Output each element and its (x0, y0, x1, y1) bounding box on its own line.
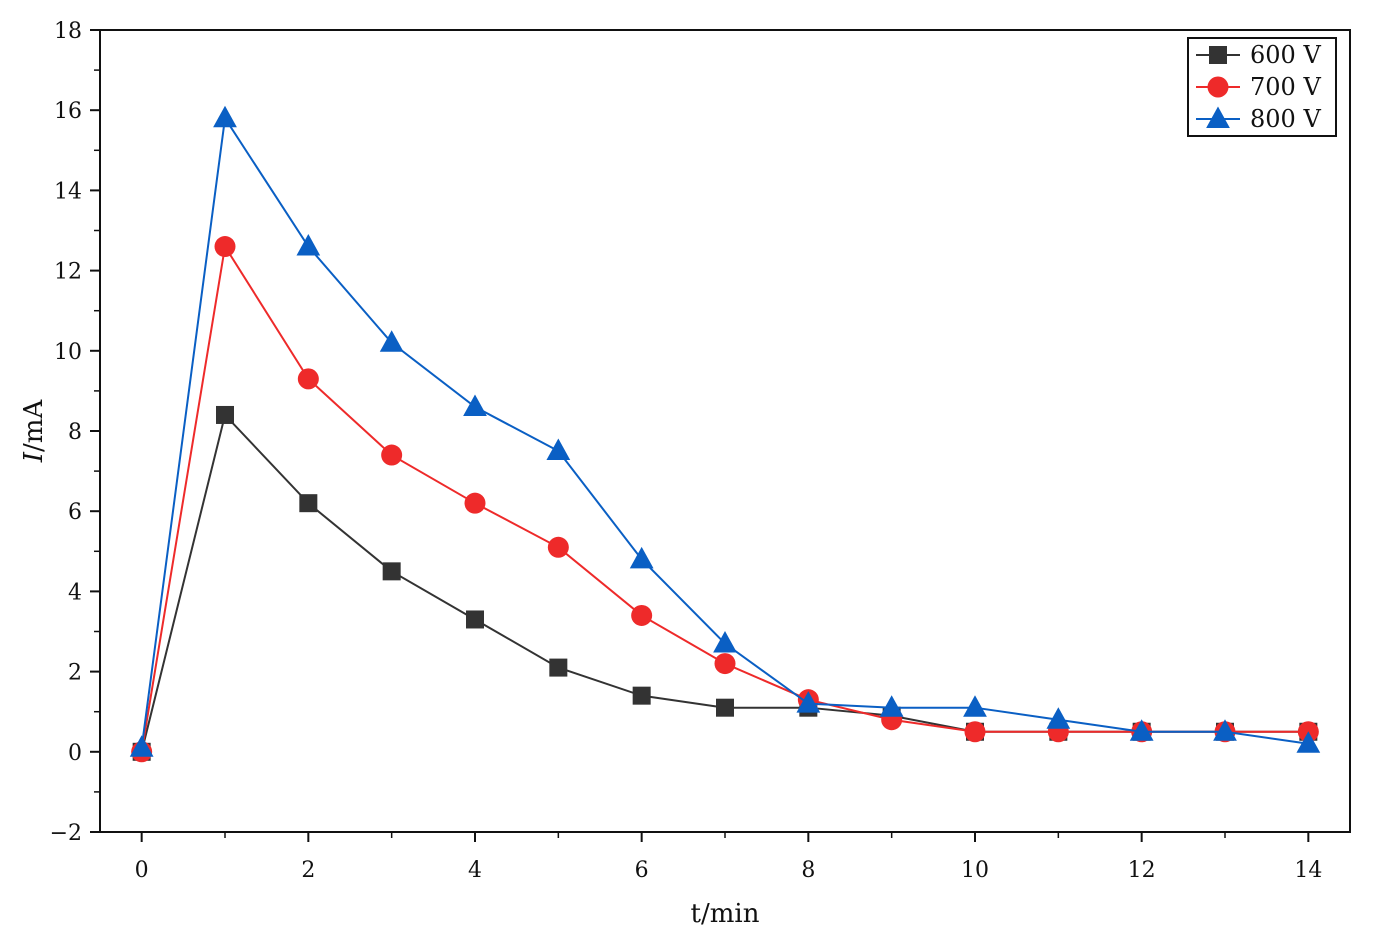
data-point (296, 234, 321, 256)
data-point (546, 438, 571, 461)
data-point (1213, 719, 1237, 741)
x-tick-label: 4 (468, 858, 482, 883)
y-axis-title: I/mA (19, 399, 49, 464)
data-point (1129, 719, 1154, 741)
legend-marker (1206, 106, 1230, 128)
data-point (879, 695, 904, 717)
y-tick-label: 16 (54, 99, 82, 124)
data-point (547, 536, 569, 558)
y-axis-title-unit: /mA (19, 399, 49, 452)
legend-label: 800 V (1250, 105, 1321, 133)
data-point (129, 735, 154, 757)
data-point (299, 494, 318, 513)
x-tick-label: 0 (135, 858, 149, 883)
data-point (216, 405, 234, 424)
data-point (463, 394, 487, 416)
x-axis: 0 2 4 6 8 10 12 14 (135, 832, 1322, 883)
data-point (631, 604, 653, 626)
data-point (963, 695, 987, 717)
y-axis-title-symbol: I (19, 451, 49, 463)
x-tick-label: 14 (1294, 858, 1322, 883)
data-point (1296, 731, 1321, 753)
legend-item: 700 V (1196, 73, 1321, 101)
data-point (714, 653, 736, 675)
legend-label: 700 V (1250, 73, 1321, 101)
data-point (549, 658, 568, 677)
data-point (713, 631, 737, 653)
x-tick-label: 12 (1128, 858, 1156, 883)
y-tick-label: 12 (54, 260, 82, 285)
x-tick-label: 10 (961, 858, 989, 883)
x-axis-title: t/min (691, 899, 760, 929)
y-tick-label: 14 (54, 179, 82, 204)
series-layer (129, 105, 1321, 763)
data-point (796, 691, 821, 713)
data-point (716, 698, 734, 717)
y-tick-label: 10 (54, 340, 82, 365)
x-tick-label: 8 (801, 858, 815, 883)
y-tick-label: 6 (68, 500, 82, 525)
data-point (466, 610, 484, 629)
legend-marker (1209, 46, 1227, 64)
series-triangle (129, 105, 1321, 757)
y-axis: −2 0 2 4 6 8 10 12 14 16 18 (50, 19, 100, 846)
data-point (297, 368, 319, 390)
data-point (629, 546, 654, 569)
data-point (964, 721, 986, 743)
y-tick-label: 2 (68, 661, 82, 686)
y-tick-label: 8 (68, 420, 82, 445)
data-point (382, 562, 401, 581)
legend-marker (1207, 76, 1229, 98)
y-tick-label: −2 (50, 821, 82, 846)
x-tick-label: 6 (635, 858, 649, 883)
y-tick-label: 4 (68, 580, 82, 605)
legend-item: 800 V (1196, 105, 1321, 133)
data-point (379, 330, 404, 352)
x-tick-label: 2 (301, 858, 315, 883)
data-point (632, 686, 651, 705)
data-point (464, 492, 486, 514)
legend-label: 600 V (1250, 41, 1321, 69)
data-point (213, 105, 237, 128)
series-square (132, 405, 1318, 761)
y-tick-label: 0 (68, 741, 82, 766)
legend-item: 600 V (1196, 41, 1321, 69)
legend: 600 V 700 V 800 V (1187, 37, 1337, 137)
data-point (1046, 707, 1071, 729)
data-point (214, 236, 236, 258)
data-point (381, 444, 403, 466)
y-tick-label: 18 (54, 19, 82, 44)
